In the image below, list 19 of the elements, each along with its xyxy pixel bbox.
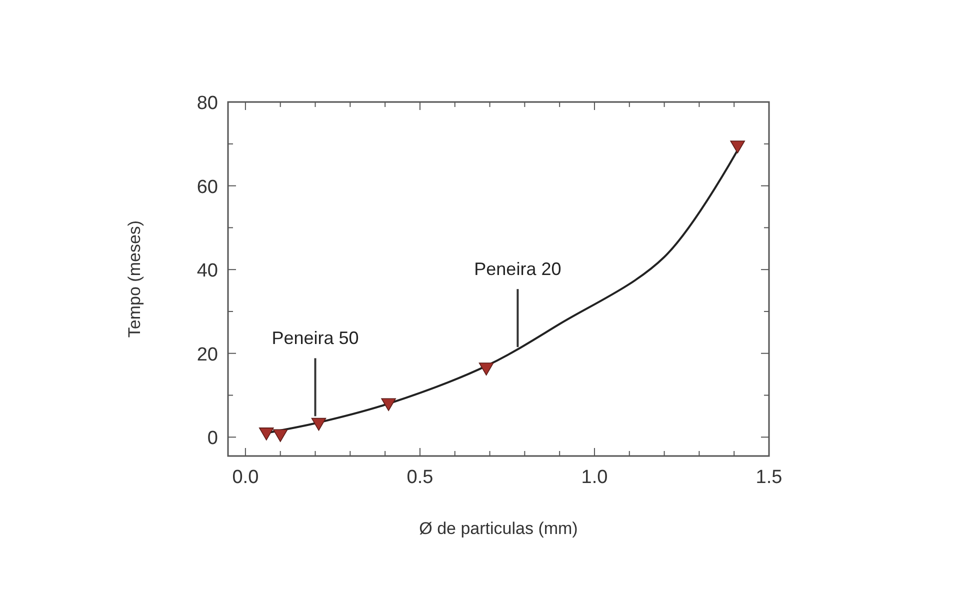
y-tick-label: 80 <box>196 93 218 114</box>
x-tick-label: 1.0 <box>581 467 608 488</box>
y-tick-label: 0 <box>207 428 218 450</box>
point <box>258 428 274 440</box>
point <box>272 429 288 442</box>
point <box>478 362 494 376</box>
y-tick-label: 20 <box>196 344 218 366</box>
annotation: Peneira 50 <box>272 328 359 348</box>
point <box>381 398 396 412</box>
annotation: Peneira 20 <box>474 259 562 280</box>
x-tick-label: 1.5 <box>756 467 782 488</box>
y-tick-label: 60 <box>196 176 218 198</box>
y-tick-label: 40 <box>196 260 218 282</box>
x-tick-label: 0.0 <box>232 467 259 488</box>
y-axis-title: Tempo (meses) <box>125 220 144 338</box>
x-axis-title: Ø de particulas (mm) <box>419 519 578 538</box>
point <box>730 140 745 154</box>
point <box>311 418 326 431</box>
x-tick-label: 0.5 <box>406 467 434 488</box>
